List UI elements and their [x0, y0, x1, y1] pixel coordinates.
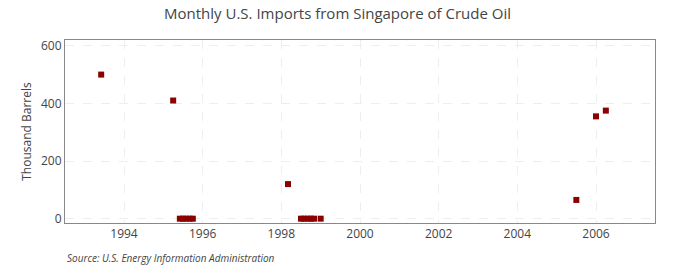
- svg-text:2006: 2006: [582, 225, 610, 242]
- svg-text:0: 0: [55, 210, 62, 227]
- svg-text:2000: 2000: [346, 225, 374, 242]
- svg-text:400: 400: [41, 95, 62, 112]
- svg-text:2004: 2004: [504, 225, 532, 242]
- svg-text:1996: 1996: [189, 225, 217, 242]
- svg-text:2002: 2002: [425, 225, 453, 242]
- svg-text:Thousand Barrels: Thousand Barrels: [18, 82, 35, 181]
- svg-text:1998: 1998: [268, 225, 296, 242]
- svg-text:600: 600: [41, 37, 62, 54]
- svg-text:Source: U.S. Energy Informatio: Source: U.S. Energy Information Administ…: [67, 251, 275, 265]
- svg-text:1994: 1994: [110, 225, 138, 242]
- svg-text:200: 200: [41, 152, 62, 169]
- svg-text:Monthly U.S. Imports from Sing: Monthly U.S. Imports from Singapore of C…: [164, 3, 511, 23]
